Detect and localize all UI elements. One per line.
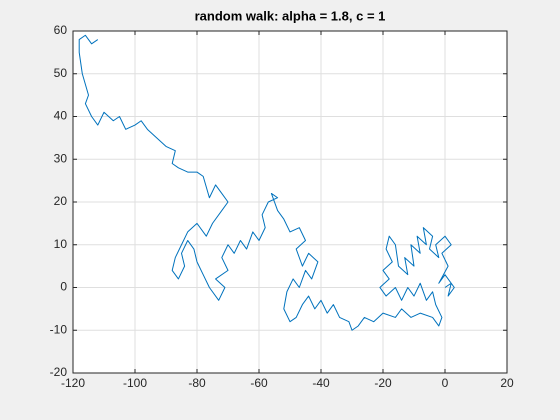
x-tick-label: 0 (442, 376, 449, 390)
y-tick-label: 30 (54, 151, 68, 165)
x-tick-label: -100 (123, 376, 147, 390)
y-tick-label: 60 (54, 23, 68, 37)
y-tick-label: 20 (54, 194, 68, 208)
y-tick-label: 40 (54, 109, 68, 123)
y-tick-label: 50 (54, 66, 68, 80)
y-tick-label: 0 (60, 280, 67, 294)
x-tick-label: -80 (188, 376, 206, 390)
chart-title: random walk: alpha = 1.8, c = 1 (195, 8, 386, 23)
y-tick-label: -10 (50, 322, 68, 336)
x-tick-label: -20 (374, 376, 392, 390)
walk-line (78, 34, 455, 331)
y-tick-label: -20 (50, 365, 68, 379)
axes-box (72, 30, 508, 374)
x-tick-label: 20 (500, 376, 514, 390)
x-tick-label: -60 (250, 376, 268, 390)
x-tick-label: -40 (312, 376, 330, 390)
x-tick-label: -120 (61, 376, 85, 390)
y-tick-label: 10 (54, 237, 68, 251)
